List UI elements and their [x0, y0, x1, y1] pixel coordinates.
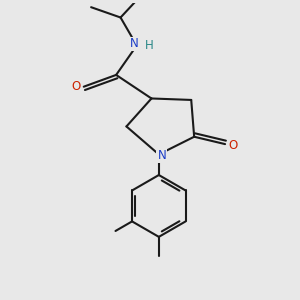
Text: O: O: [71, 80, 80, 93]
Text: N: N: [158, 149, 166, 162]
Text: O: O: [229, 139, 238, 152]
Text: N: N: [129, 38, 138, 50]
Text: H: H: [145, 39, 154, 52]
